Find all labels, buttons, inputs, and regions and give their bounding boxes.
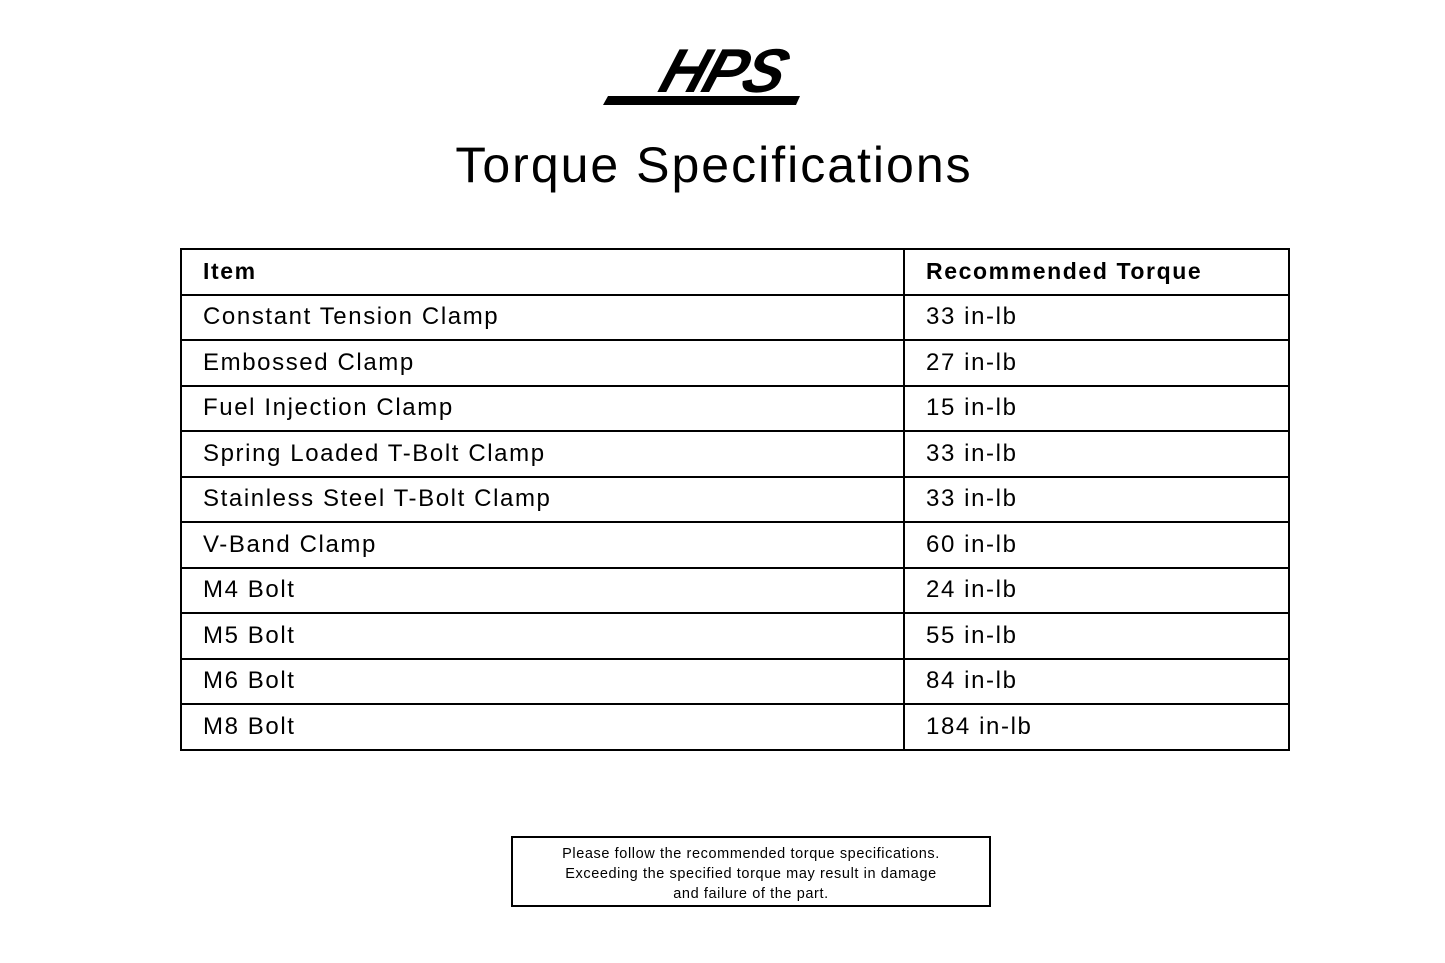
note-line: Please follow the recommended torque spe… <box>562 846 940 862</box>
page-title: Torque Specifications <box>455 137 973 193</box>
item-cell: M4 Bolt <box>180 566 905 614</box>
torque-cell: 84 in-lb <box>903 657 1290 705</box>
table-row: Constant Tension Clamp 33 in-lb <box>180 293 1290 341</box>
torque-cell: 27 in-lb <box>903 339 1290 387</box>
table-row: Spring Loaded T-Bolt Clamp 33 in-lb <box>180 430 1290 478</box>
torque-table: Item Recommended Torque Constant Tension… <box>180 248 1290 751</box>
torque-cell: 55 in-lb <box>903 612 1290 660</box>
header-recommended-torque: Recommended Torque <box>903 248 1290 296</box>
torque-cell: 33 in-lb <box>903 293 1290 341</box>
warning-note: Please follow the recommended torque spe… <box>511 836 991 907</box>
table-row: Fuel Injection Clamp 15 in-lb <box>180 384 1290 432</box>
torque-cell: 24 in-lb <box>903 566 1290 614</box>
table-row: M5 Bolt 55 in-lb <box>180 612 1290 660</box>
torque-cell: 33 in-lb <box>903 430 1290 478</box>
torque-cell: 184 in-lb <box>903 703 1290 751</box>
item-cell: V-Band Clamp <box>180 521 905 569</box>
table-row: M4 Bolt 24 in-lb <box>180 566 1290 614</box>
table-row: V-Band Clamp 60 in-lb <box>180 521 1290 569</box>
item-cell: Embossed Clamp <box>180 339 905 387</box>
note-line: Exceeding the specified torque may resul… <box>565 866 937 882</box>
table-header-row: Item Recommended Torque <box>180 248 1290 296</box>
item-cell: Spring Loaded T-Bolt Clamp <box>180 430 905 478</box>
item-cell: M5 Bolt <box>180 612 905 660</box>
torque-cell: 33 in-lb <box>903 475 1290 523</box>
svg-text:HPS: HPS <box>652 46 798 106</box>
table-row: M8 Bolt 184 in-lb <box>180 703 1290 751</box>
torque-cell: 15 in-lb <box>903 384 1290 432</box>
item-cell: Fuel Injection Clamp <box>180 384 905 432</box>
item-cell: M6 Bolt <box>180 657 905 705</box>
table-row: M6 Bolt 84 in-lb <box>180 657 1290 705</box>
torque-cell: 60 in-lb <box>903 521 1290 569</box>
hps-logo: HPS <box>603 46 800 106</box>
note-line: and failure of the part. <box>673 886 829 902</box>
item-cell: Stainless Steel T-Bolt Clamp <box>180 475 905 523</box>
header-item: Item <box>180 248 905 296</box>
item-cell: Constant Tension Clamp <box>180 293 905 341</box>
item-cell: M8 Bolt <box>180 703 905 751</box>
table-row: Stainless Steel T-Bolt Clamp 33 in-lb <box>180 475 1290 523</box>
table-row: Embossed Clamp 27 in-lb <box>180 339 1290 387</box>
